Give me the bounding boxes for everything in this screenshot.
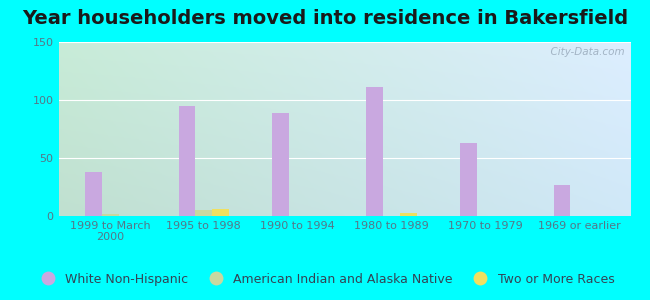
- Text: City-Data.com: City-Data.com: [544, 47, 625, 57]
- Text: Year householders moved into residence in Bakersfield: Year householders moved into residence i…: [22, 9, 628, 28]
- Bar: [179, 106, 196, 216]
- Legend: White Non-Hispanic, American Indian and Alaska Native, Two or More Races: White Non-Hispanic, American Indian and …: [31, 268, 619, 291]
- Bar: [272, 113, 289, 216]
- Bar: [460, 143, 476, 216]
- Bar: [554, 185, 571, 216]
- Bar: [213, 209, 229, 216]
- Bar: [101, 214, 118, 216]
- Bar: [366, 87, 383, 216]
- Bar: [400, 212, 417, 216]
- Bar: [84, 172, 101, 216]
- Bar: [196, 210, 213, 216]
